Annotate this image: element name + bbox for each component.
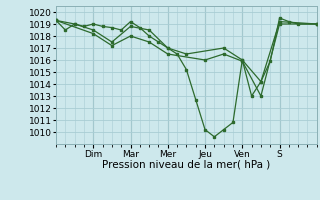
X-axis label: Pression niveau de la mer( hPa ): Pression niveau de la mer( hPa ): [102, 160, 270, 170]
